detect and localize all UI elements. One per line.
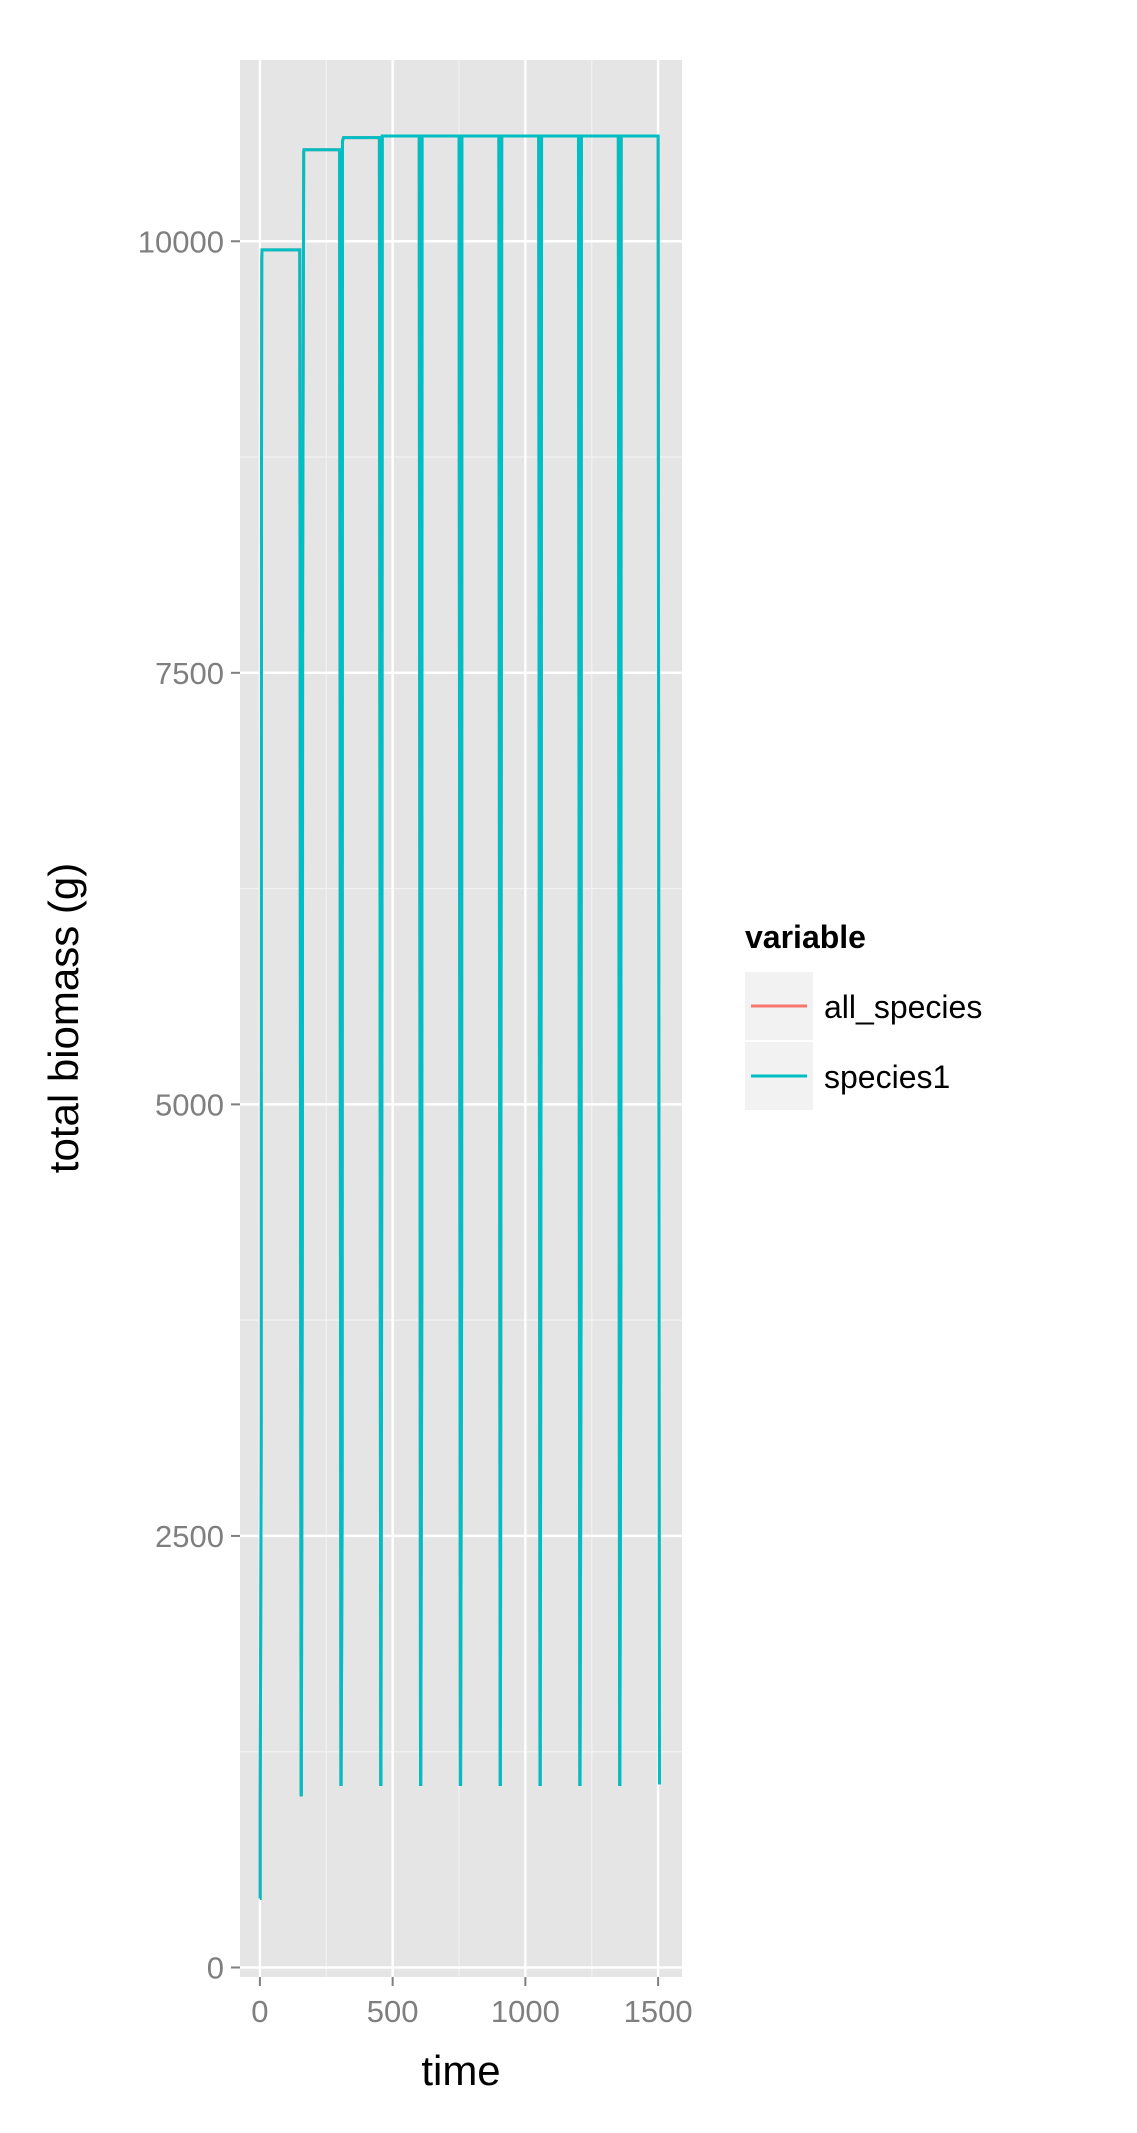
legend-item-species1: species1 [745,1042,950,1110]
x-tick-label: 0 [251,1994,268,2029]
y-tick-label: 7500 [155,656,224,691]
y-tick-label: 10000 [138,224,224,259]
y-tick-label: 0 [207,1951,224,1986]
legend: variable all_species species1 [745,919,982,1110]
legend-label-species1: species1 [824,1059,950,1095]
series-line-species1 [258,134,661,1900]
series-layer [258,134,661,1900]
x-tick-label: 1500 [624,1994,693,2029]
legend-title: variable [745,919,866,955]
legend-item-all-species: all_species [745,972,982,1040]
legend-label-all-species: all_species [824,989,982,1025]
y-tick-label: 2500 [155,1519,224,1554]
x-axis-title: time [421,2047,500,2094]
y-axis-title: total biomass (g) [40,863,87,1173]
x-tick-label: 1000 [491,1994,560,2029]
x-axis: 0 500 1000 1500 [251,1977,693,2029]
x-tick-label: 500 [367,1994,419,2029]
y-tick-label: 5000 [155,1087,224,1122]
y-axis: 0 2500 5000 7500 10000 [138,224,240,1986]
